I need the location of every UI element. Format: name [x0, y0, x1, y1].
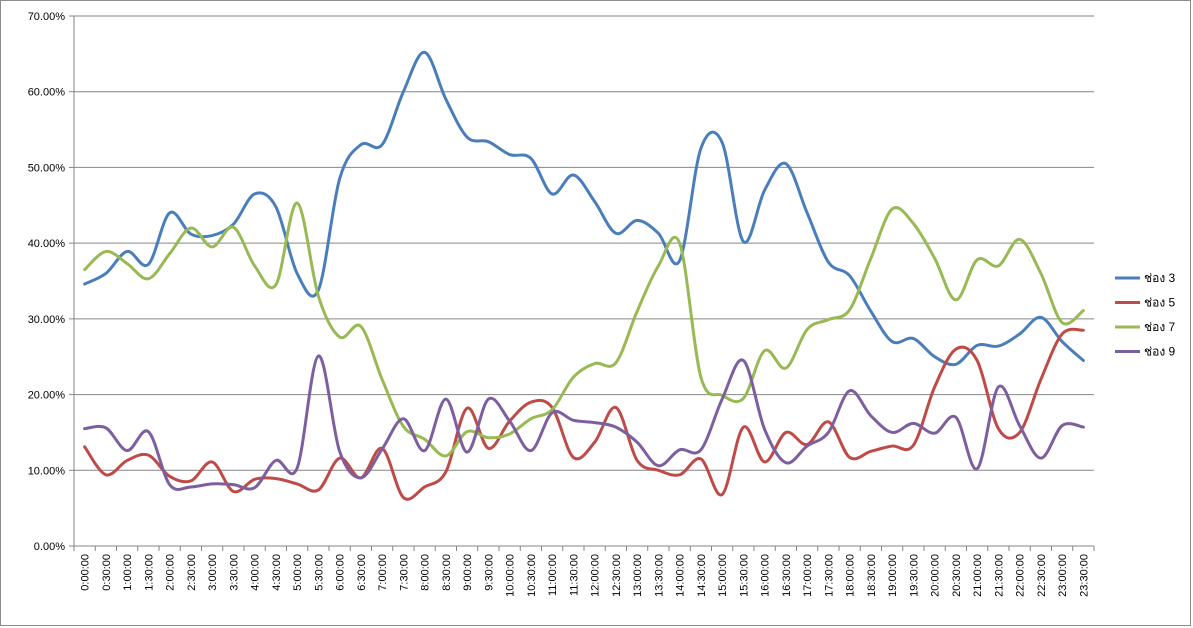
- x-tick-label: 16:00:00: [760, 554, 772, 597]
- x-tick-label: 23:30:00: [1078, 554, 1090, 597]
- x-tick-label: 2:00:00: [165, 554, 177, 591]
- x-tick-label: 3:00:00: [207, 554, 219, 591]
- x-tick-label: 12:00:00: [590, 554, 602, 597]
- x-tick-label: 10:00:00: [505, 554, 517, 597]
- x-tick-label: 8:00:00: [420, 554, 432, 591]
- x-tick-label: 15:30:00: [738, 554, 750, 597]
- x-tick-label: 10:30:00: [526, 554, 538, 597]
- series-line-3: [83, 201, 1085, 458]
- y-tick-label: 10.00%: [28, 465, 66, 477]
- x-tick-label: 19:30:00: [908, 554, 920, 597]
- y-tick-label: 50.00%: [28, 162, 66, 174]
- y-tick-label: 70.00%: [28, 11, 66, 23]
- x-tick-label: 23:00:00: [1057, 554, 1069, 597]
- gridlines: [74, 15, 1094, 471]
- series-line-2: [83, 327, 1085, 501]
- x-tick-label: 16:30:00: [781, 554, 793, 597]
- x-tick-label: 9:30:00: [483, 554, 495, 591]
- x-tick-label: 11:00:00: [547, 554, 559, 596]
- legend-label: ช่อง 5: [1144, 296, 1176, 310]
- x-tick-label: 7:00:00: [377, 554, 389, 591]
- y-tick-label: 60.00%: [28, 87, 66, 99]
- legend-label: ช่อง 7: [1144, 320, 1176, 334]
- legend-label: ช่อง 9: [1144, 345, 1176, 359]
- x-tick-label: 15:00:00: [717, 554, 729, 597]
- x-tick-label: 13:00:00: [632, 554, 644, 597]
- legend: ช่อง 3 ช่อง 5 ช่อง 7 ช่อง 9: [1115, 271, 1176, 359]
- x-tick-label: 1:00:00: [122, 554, 134, 591]
- y-tick-label: 40.00%: [28, 238, 66, 250]
- x-tick-label: 0:00:00: [80, 554, 92, 591]
- x-tick-label: 17:30:00: [823, 554, 835, 597]
- x-tick-label: 20:00:00: [930, 554, 942, 597]
- x-tick-label: 17:00:00: [802, 554, 814, 597]
- x-tick-label: 6:00:00: [335, 554, 347, 591]
- x-tick-label: 22:00:00: [1015, 554, 1027, 597]
- x-tick-label: 4:00:00: [250, 554, 262, 591]
- series-lines: [83, 50, 1085, 501]
- x-tick-label: 7:30:00: [398, 554, 410, 591]
- series-line-4: [83, 354, 1085, 491]
- x-tick-label: 8:30:00: [441, 554, 453, 591]
- y-tick-label: 30.00%: [28, 314, 66, 326]
- x-tick-label: 20:30:00: [951, 554, 963, 597]
- series-line-1: [83, 50, 1085, 367]
- axes: 0.00% 10.00% 20.00% 30.00% 40.00% 50.00% 60.00…: [28, 11, 1095, 597]
- x-tick-label: 19:00:00: [887, 554, 899, 597]
- x-tick-label: 4:30:00: [271, 554, 283, 591]
- x-tick-label: 5:00:00: [292, 554, 304, 591]
- x-tick-label: 1:30:00: [143, 554, 155, 591]
- y-tick-label: 0.00%: [34, 541, 65, 553]
- x-tick-label: 11:30:00: [568, 554, 580, 596]
- x-tick-label: 12:30:00: [611, 554, 623, 597]
- x-tick-label: 18:00:00: [845, 554, 857, 597]
- x-tick-label: 13:30:00: [653, 554, 665, 597]
- x-tick-label: 5:30:00: [313, 554, 325, 591]
- x-tick-label: 14:00:00: [675, 554, 687, 597]
- x-tick-label: 21:30:00: [993, 554, 1005, 597]
- x-tick-label: 21:00:00: [972, 554, 984, 597]
- legend-label: ช่อง 3: [1144, 271, 1176, 285]
- x-tick-label: 14:30:00: [696, 554, 708, 597]
- x-tick-label: 9:00:00: [462, 554, 474, 591]
- x-tick-label: 18:30:00: [866, 554, 878, 597]
- x-tick-label: 22:30:00: [1036, 554, 1048, 597]
- x-tick-label: 3:30:00: [228, 554, 240, 591]
- x-tick-label: 6:30:00: [356, 554, 368, 591]
- x-tick-label: 0:30:00: [101, 554, 113, 591]
- x-tick-label: 2:30:00: [186, 554, 198, 591]
- y-tick-label: 20.00%: [28, 390, 66, 402]
